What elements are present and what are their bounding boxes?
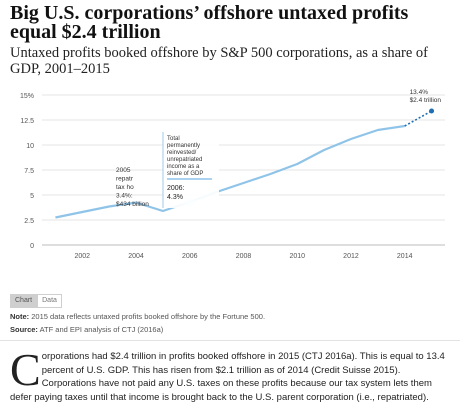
repatriation-annotation-line: tax ho <box>116 184 134 191</box>
tab-chart[interactable]: Chart <box>10 294 38 308</box>
chart-title: Big U.S. corporations’ offshore untaxed … <box>10 2 409 43</box>
y-tick-label: 5 <box>30 193 34 200</box>
end-label-percent: 13.4% <box>410 89 429 96</box>
tooltip-box <box>163 132 219 208</box>
tooltip-series-label: share of GDP <box>167 171 203 177</box>
y-tick-label: 15% <box>20 93 34 100</box>
y-tick-label: 2.5 <box>24 218 34 225</box>
line-chart: 0 2.5 5 7.5 10 12.5 15% 2002 2004 2006 2008 2010 201… <box>20 89 445 260</box>
x-tick-label: 2008 <box>236 253 252 260</box>
tooltip-value: 4.3% <box>167 194 183 201</box>
x-tick-label: 2002 <box>75 253 91 260</box>
tab-data[interactable]: Data <box>37 294 62 308</box>
note-label: Note: <box>10 312 30 321</box>
chart-subtitle: Untaxed profits booked offshore by S&P 5… <box>10 45 429 77</box>
tooltip-series-label: income as a <box>167 164 200 170</box>
x-tick-label: 2004 <box>128 253 144 260</box>
view-tabs: Chart Data <box>10 294 62 308</box>
repatriation-annotation-line: 2005 <box>116 167 131 174</box>
repatriation-annotation-line: 3.4%: <box>116 193 133 200</box>
series-projection-line <box>404 110 432 127</box>
x-tick-label: 2012 <box>343 253 359 260</box>
drop-cap: C <box>10 344 41 395</box>
series-line <box>55 124 405 219</box>
source-text: ATF and EPI analysis of CTJ (2016a) <box>37 325 164 334</box>
end-point-marker <box>429 108 435 114</box>
y-tick-label: 12.5 <box>20 118 34 125</box>
y-tick-label: 0 <box>30 243 34 250</box>
tooltip-series-label: permanently <box>167 143 200 149</box>
x-tick-label: 2006 <box>182 253 198 260</box>
x-tick-label: 2010 <box>289 253 305 260</box>
divider <box>0 340 460 341</box>
tooltip-series-label: unrepatriated <box>167 157 202 163</box>
y-tick-label: 10 <box>26 143 34 150</box>
paragraph-text: orporations had $2.4 trillion in profits… <box>10 351 445 403</box>
repatriation-annotation-line: repatr <box>116 176 134 183</box>
chart-note: Note: 2015 data reflects untaxed profits… <box>10 312 265 321</box>
x-tick-label: 2014 <box>397 253 413 260</box>
note-text: 2015 data reflects untaxed profits booke… <box>29 312 266 321</box>
repatriation-annotation-line: $434 billion <box>116 201 149 208</box>
tooltip-year: 2006: <box>167 185 185 192</box>
chart-source: Source: ATF and EPI analysis of CTJ (201… <box>10 325 163 334</box>
tooltip-series-label: Total <box>167 136 180 142</box>
tooltip-series-label: reinvested/ <box>167 150 197 156</box>
y-tick-label: 7.5 <box>24 168 34 175</box>
source-label: Source: <box>10 325 38 334</box>
end-label-amount: $2.4 trillion <box>410 97 442 104</box>
